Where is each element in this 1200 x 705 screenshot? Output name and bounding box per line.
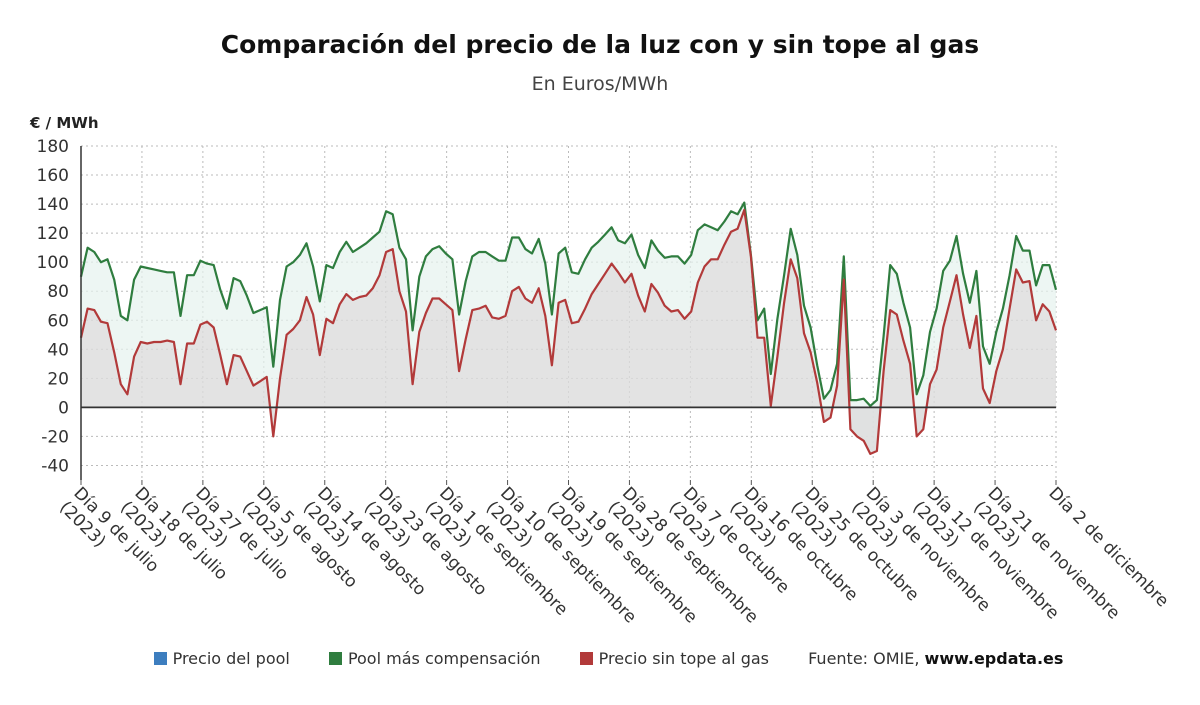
chart-title: Comparación del precio de la luz con y s… (220, 30, 980, 59)
legend-label-compensation: Pool más compensación (347, 649, 541, 668)
legend-item-no-cap[interactable]: Precio sin tope al gas (579, 649, 769, 668)
y-tick-label: 40 (47, 340, 69, 360)
source-label: Fuente: OMIE, (808, 649, 920, 668)
legend-label-no-cap: Precio sin tope al gas (598, 649, 769, 668)
legend-item-compensation[interactable]: Pool más compensación (328, 649, 541, 668)
y-axis-unit-label: € / MWh (30, 114, 99, 132)
y-tick-label: 60 (47, 311, 69, 331)
legend-swatch-no-cap (579, 652, 593, 665)
legend-swatch-pool (153, 652, 167, 665)
x-tick-label: Día 2 de diciembre (1044, 483, 1172, 611)
source-credit: Fuente: OMIE, www.epdata.es (808, 649, 1063, 668)
legend-label-pool: Precio del pool (172, 649, 290, 668)
source-link[interactable]: www.epdata.es (924, 649, 1064, 668)
y-tick-label: -20 (41, 427, 69, 447)
y-tick-label: 100 (37, 253, 69, 273)
series-line-no-cap (79, 208, 1058, 455)
y-tick-label: 20 (47, 369, 69, 389)
legend: Precio del pool Pool más compensación Pr… (0, 649, 1200, 668)
y-tick-label: 0 (58, 398, 69, 418)
legend-item-pool[interactable]: Precio del pool (153, 649, 290, 668)
chart-subtitle: En Euros/MWh (531, 73, 669, 95)
series-line-compensation (79, 201, 1058, 407)
y-tick-label: 140 (37, 195, 69, 215)
y-tick-label: 180 (37, 137, 69, 157)
y-tick-label: 80 (47, 282, 69, 302)
y-tick-label: 160 (37, 166, 69, 186)
no-cap-area (81, 209, 1056, 454)
area-fills (81, 202, 1056, 454)
y-tick-label: 120 (37, 224, 69, 244)
y-tick-label: -40 (41, 456, 69, 476)
legend-swatch-compensation (328, 652, 342, 665)
x-tick-label-date: Día 2 de diciembre (1044, 483, 1172, 611)
series-lines (79, 201, 1058, 455)
